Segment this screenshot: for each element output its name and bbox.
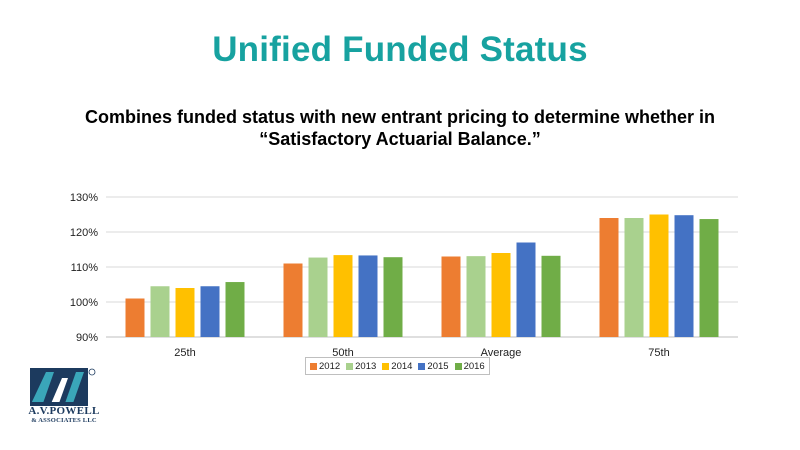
bar <box>624 218 644 337</box>
legend-label: 2012 <box>319 360 341 372</box>
legend-item: 2012 <box>310 361 340 372</box>
legend-swatch <box>418 362 426 370</box>
legend-label: 2015 <box>427 360 449 372</box>
bar <box>150 286 170 337</box>
legend-item: 2013 <box>346 361 376 372</box>
legend-swatch <box>382 362 390 370</box>
bar <box>599 218 619 337</box>
bar <box>699 219 719 337</box>
legend-label: 2013 <box>355 360 377 372</box>
y-tick-label: 90% <box>76 332 98 344</box>
legend-item: 2016 <box>454 360 485 372</box>
bar <box>358 255 378 337</box>
logo-subtitle: & ASSOCIATES LLC <box>31 417 97 424</box>
y-tick-label: 130% <box>70 192 98 204</box>
bar <box>175 288 195 337</box>
slide-title: Unified Funded Status <box>212 30 588 69</box>
bar <box>225 282 245 337</box>
x-tick-label: 75th <box>648 347 669 359</box>
legend-item: 2015 <box>418 360 449 372</box>
bar <box>441 256 461 337</box>
bar <box>283 263 303 337</box>
bar <box>383 257 403 337</box>
x-tick-label: 25th <box>174 347 195 359</box>
avp-logo-icon <box>30 368 96 406</box>
x-tick-label: Average <box>481 347 522 359</box>
bar <box>125 298 145 337</box>
logo-text: A.V.POWELL & ASSOCIATES LLC <box>24 405 104 425</box>
bar <box>466 256 486 337</box>
bar <box>674 215 694 337</box>
y-tick-label: 110% <box>71 262 99 274</box>
bar <box>200 286 220 337</box>
legend-label: 2014 <box>391 360 413 372</box>
logo-name: A.V.POWELL <box>28 405 100 417</box>
y-tick-label: 120% <box>70 227 98 239</box>
chart-legend: 2012 2013 2014 2015 2016 <box>305 357 490 375</box>
bar <box>333 255 353 337</box>
legend-label: 2016 <box>463 360 485 372</box>
legend-item: 2014 <box>382 361 412 372</box>
bar <box>541 255 561 337</box>
bar <box>308 257 328 337</box>
slide-subtitle: Combines funded status with new entrant … <box>84 107 716 149</box>
y-tick-label: 100% <box>70 297 98 309</box>
bar <box>491 253 511 337</box>
x-tick-label: 50th <box>332 347 353 359</box>
legend-swatch <box>454 362 462 370</box>
legend-swatch <box>310 362 317 370</box>
legend-swatch <box>346 362 354 370</box>
bar <box>649 214 669 337</box>
bar <box>516 242 536 337</box>
